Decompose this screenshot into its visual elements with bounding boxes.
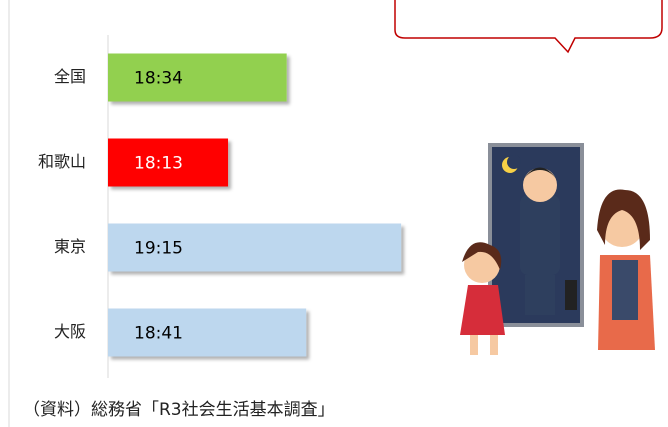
value-label: 18:41 bbox=[134, 324, 183, 344]
category-label: 大阪 bbox=[54, 322, 86, 341]
value-label: 18:13 bbox=[134, 154, 183, 174]
value-label: 19:15 bbox=[134, 239, 183, 259]
category-label: 全国 bbox=[54, 67, 86, 86]
source-note: （資料）総務省「R3社会生活基本調査」 bbox=[23, 400, 335, 420]
speech-bubble bbox=[395, 0, 662, 52]
category-label: 和歌山 bbox=[38, 152, 86, 171]
illustration bbox=[460, 145, 655, 355]
chart: （資料）総務省「R3社会生活基本調査」 全国 18:34 和歌山 18:13 東京 19:… bbox=[0, 0, 668, 427]
category-label: 東京 bbox=[54, 237, 86, 256]
value-label: 18:34 bbox=[134, 69, 183, 89]
